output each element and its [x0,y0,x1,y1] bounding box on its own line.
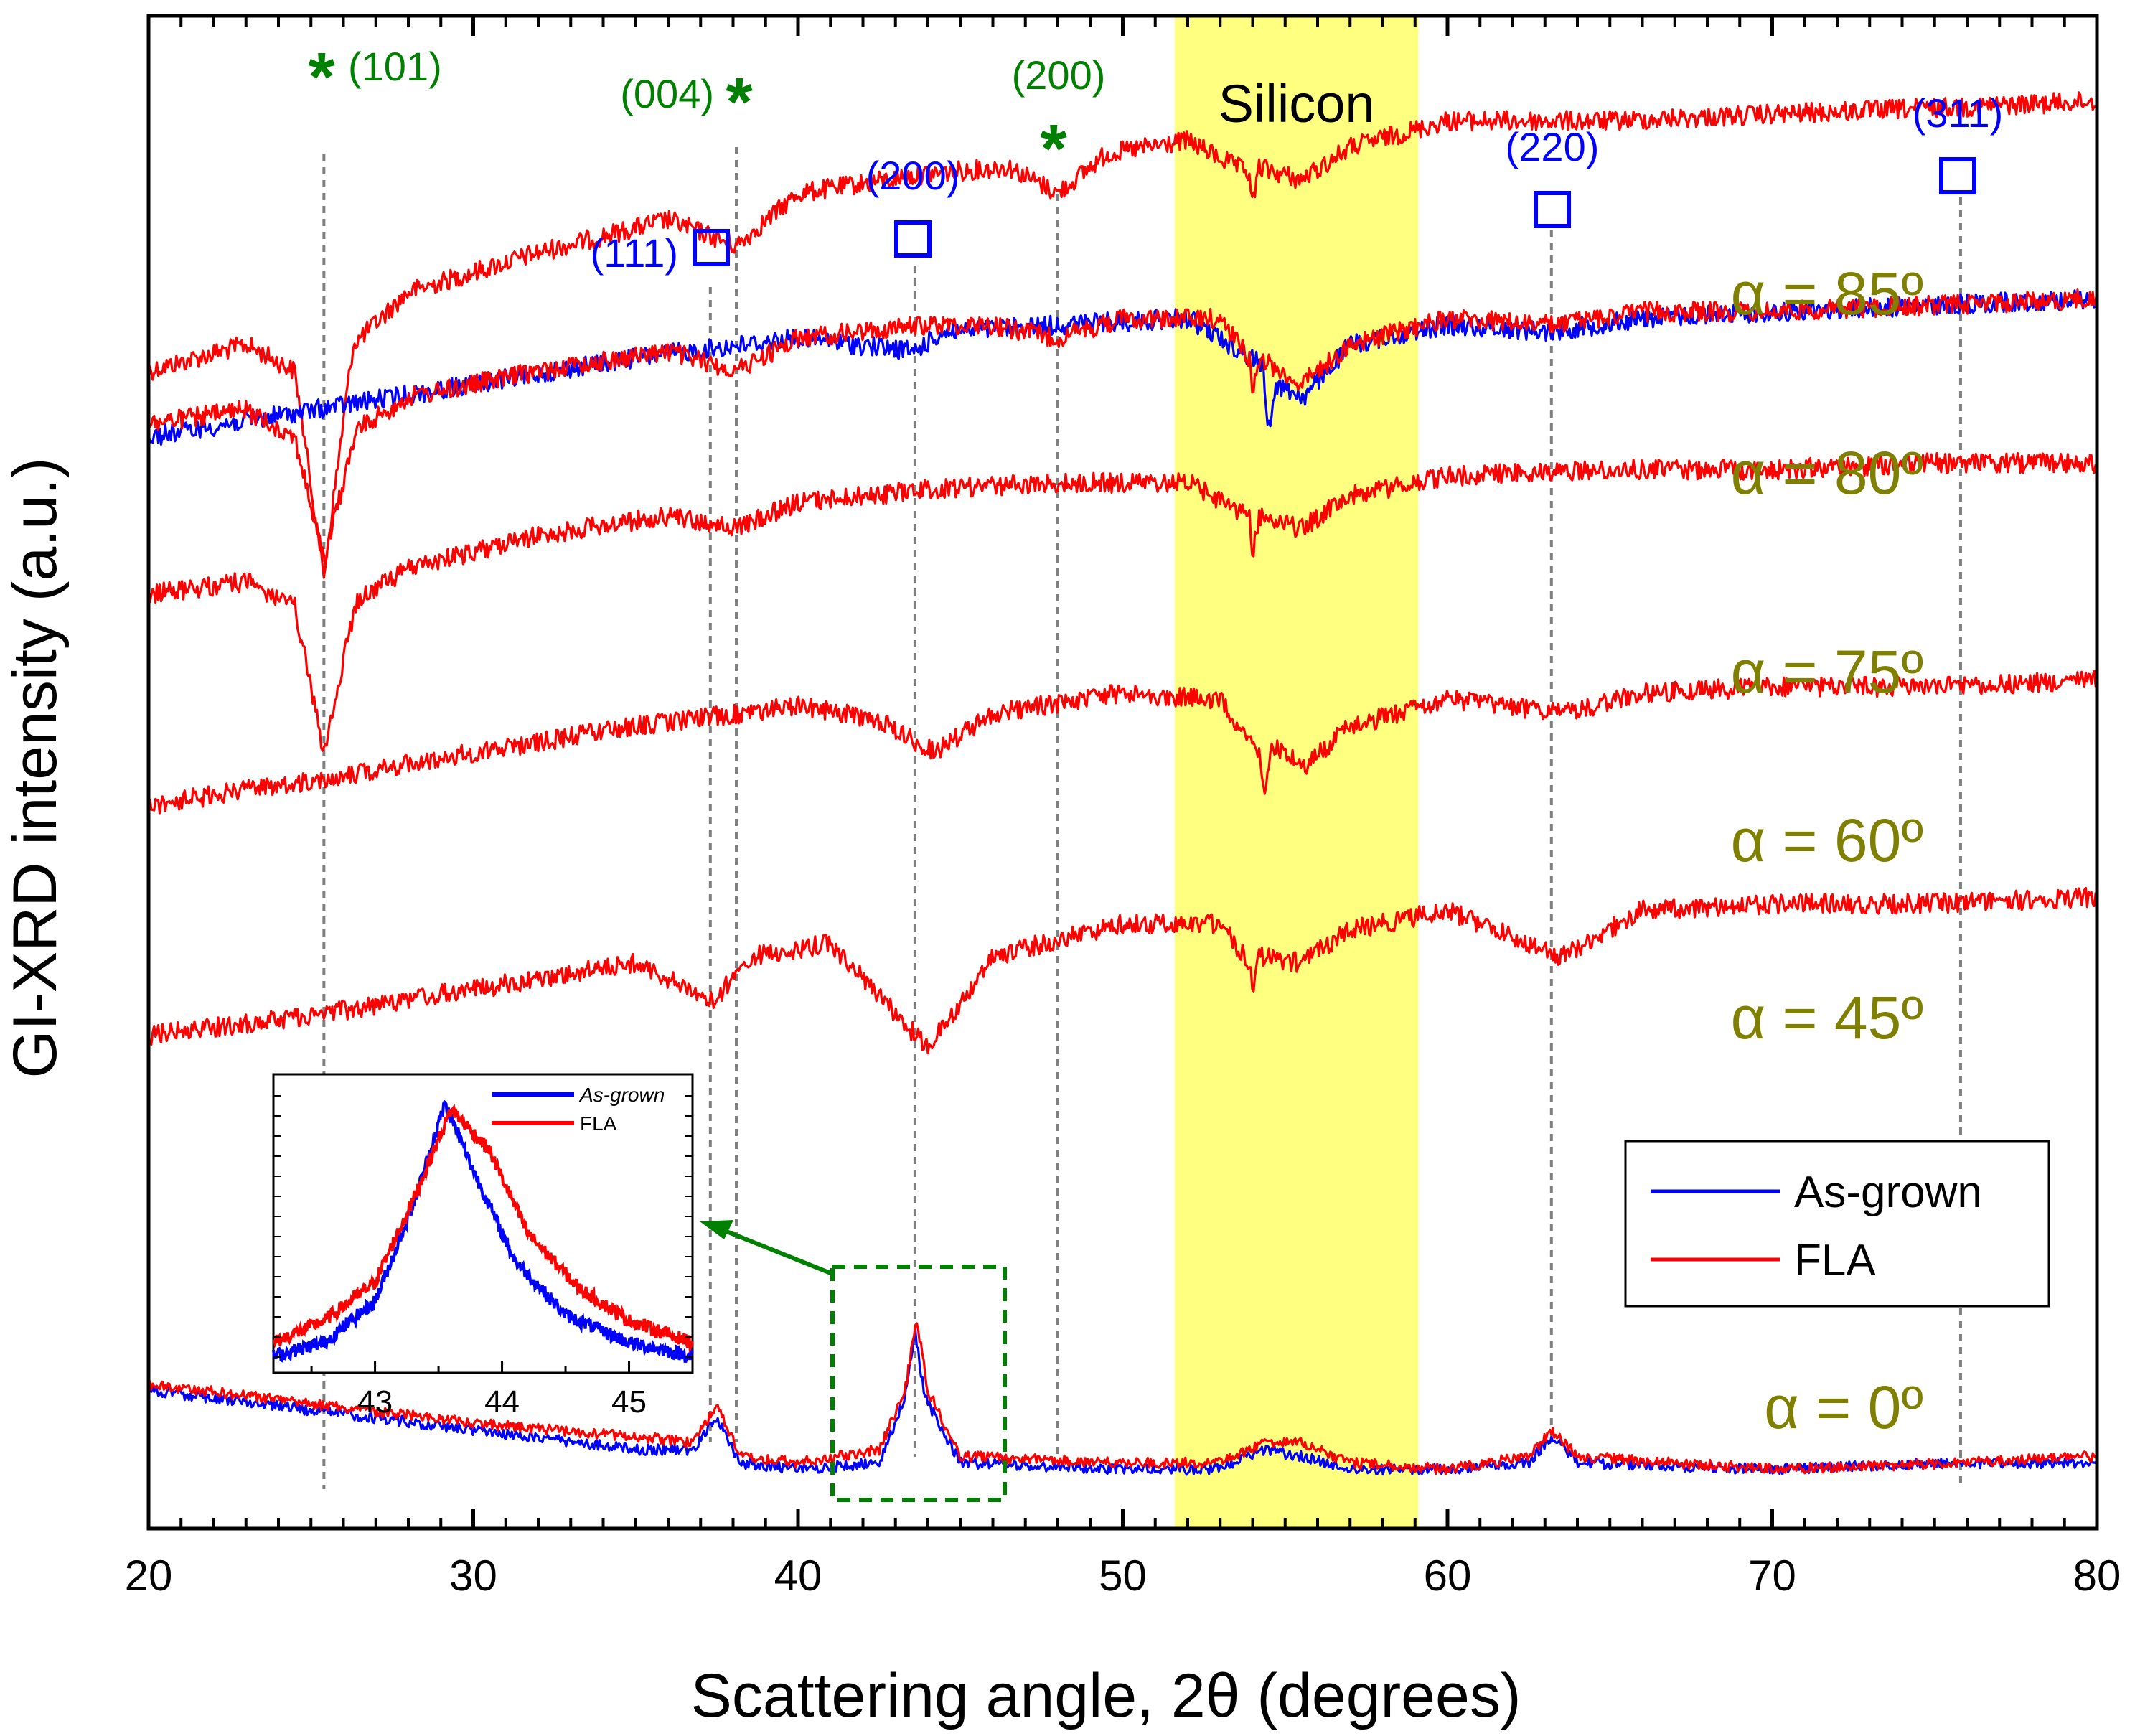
angle-label-2: α = 75º [1731,638,1923,705]
x-tick-label-3: 50 [1099,1552,1147,1600]
inset-trace-fla [273,1104,694,1354]
anatase-peak-label-0: (101) [348,44,442,89]
trace-fla-0 [147,91,2098,579]
rutile-marker-0 [693,229,730,266]
anatase-peak-label-2: (200) [1012,52,1106,98]
inset-zoom: 43 44 45 As-grown FLA [272,1073,1007,1502]
x-tick-label-5: 70 [1748,1552,1796,1600]
legend-label-1: FLA [1794,1236,1876,1285]
angle-label-3: α = 60º [1731,807,1923,874]
angle-labels: α = 85º α = 80º α = 75º α = 60º α = 45º α = 0… [1731,260,1923,1441]
rutile-marker-1 [894,220,932,258]
trace-fla-4 [147,886,2098,1055]
rutile-marker-3 [1939,157,1976,194]
zoom-arrow-line [720,1227,834,1276]
anatase-marker-1: * [726,64,753,141]
legend-box [1624,1140,2050,1308]
angle-label-4: α = 45º [1731,984,1923,1051]
inset-x-tick-label-0: 43 [357,1384,393,1420]
rutile-peak-label-0: (111) [591,230,678,276]
anatase-peak-label-1: (004) [620,71,714,116]
anatase-marker-2: * [1040,111,1067,187]
angle-label-1: α = 80º [1731,439,1923,507]
silicon-band [1174,16,1419,1529]
inset-legend-label-1: FLA [580,1112,617,1135]
angle-label-5: α = 0º [1764,1374,1923,1441]
y-axis-title: GI-XRD intensity (a.u.) [1,458,70,1079]
peak-annotations: * (101) * (004) * (200) (111) (200) (220) (311) [308,39,2003,276]
anatase-marker-0: * [308,39,335,116]
x-tick-label-2: 40 [774,1552,822,1600]
x-tick-label-0: 20 [125,1552,173,1600]
inset-x-tick-label-1: 44 [484,1384,520,1420]
trace-fla-3 [147,670,2098,815]
inset-trace-as-grown [272,1099,694,1363]
silicon-region-layer: Silicon [1174,16,1419,1529]
axes: 20 30 40 50 60 70 80 [125,14,2121,1600]
silicon-label: Silicon [1219,74,1375,133]
x-tick-label-6: 80 [2073,1552,2121,1600]
diffraction-traces [147,91,2098,1476]
rutile-marker-2 [1534,191,1571,228]
inset-x-tick-label-2: 45 [611,1384,647,1420]
rutile-peak-label-3: (311) [1913,90,2004,136]
rutile-peak-label-2: (220) [1506,124,1600,169]
trace-fla-2 [147,452,2098,752]
zoom-arrow-head [700,1220,733,1239]
legend: As-grown FLA [1624,1140,2050,1308]
inset-legend-label-0: As-grown [578,1084,665,1106]
x-tick-label-4: 60 [1424,1552,1472,1600]
x-axis-title: Scattering angle, 2θ (degrees) [691,1661,1521,1730]
x-tick-label-1: 30 [449,1552,497,1600]
trace-fla-1 [148,288,2098,566]
rutile-peak-label-1: (200) [866,153,960,198]
angle-label-0: α = 85º [1731,260,1923,327]
trace-fla-5 [147,1322,2098,1475]
zoom-box [830,1265,1007,1502]
legend-label-0: As-grown [1794,1168,1982,1217]
